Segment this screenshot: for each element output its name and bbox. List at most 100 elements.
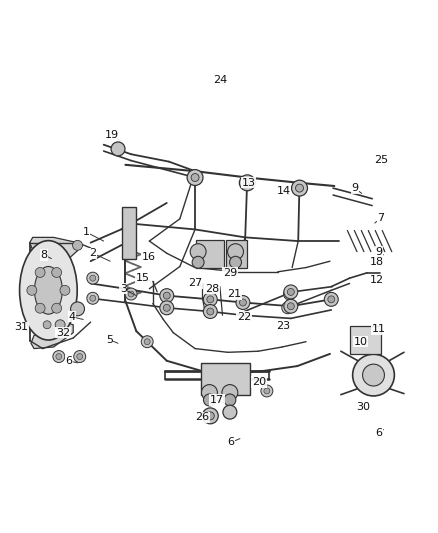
Circle shape [283, 288, 296, 300]
Text: 19: 19 [105, 130, 120, 141]
Circle shape [192, 256, 204, 268]
Text: 31: 31 [14, 322, 28, 333]
Circle shape [202, 408, 218, 424]
Circle shape [264, 388, 270, 394]
Circle shape [261, 385, 273, 397]
Circle shape [230, 256, 241, 268]
Text: 18: 18 [370, 257, 384, 267]
Bar [196, 240, 224, 268]
Text: 4: 4 [68, 312, 83, 322]
Circle shape [206, 412, 214, 420]
Bar [226, 240, 247, 268]
Text: 26: 26 [195, 413, 209, 423]
Circle shape [284, 299, 298, 313]
Ellipse shape [363, 364, 385, 386]
Circle shape [160, 301, 174, 315]
Circle shape [190, 244, 206, 260]
Circle shape [52, 268, 62, 277]
Circle shape [43, 321, 51, 329]
Circle shape [222, 385, 238, 400]
Circle shape [191, 174, 199, 182]
Circle shape [223, 405, 237, 419]
Circle shape [292, 180, 307, 196]
Circle shape [286, 291, 293, 297]
Circle shape [53, 351, 65, 362]
Circle shape [244, 179, 251, 187]
Text: 27: 27 [188, 278, 202, 288]
Text: 6: 6 [228, 438, 240, 447]
Bar [122, 207, 136, 259]
Circle shape [236, 296, 250, 310]
Text: 12: 12 [370, 274, 384, 285]
Text: 3: 3 [120, 284, 136, 296]
Polygon shape [30, 237, 78, 259]
Text: 28: 28 [205, 284, 220, 294]
Text: 24: 24 [213, 75, 227, 85]
Circle shape [35, 268, 45, 277]
Circle shape [77, 353, 83, 360]
Text: 25: 25 [374, 155, 388, 165]
Circle shape [74, 351, 86, 362]
Text: 11: 11 [372, 324, 386, 334]
Text: 30: 30 [357, 402, 371, 412]
Text: 1: 1 [83, 227, 104, 241]
Text: 6: 6 [65, 356, 78, 366]
Circle shape [187, 169, 203, 185]
Bar [201, 363, 251, 394]
Circle shape [125, 288, 137, 300]
Circle shape [207, 296, 214, 303]
Circle shape [204, 394, 215, 406]
Circle shape [141, 336, 153, 348]
Text: 2: 2 [89, 248, 110, 261]
Ellipse shape [20, 241, 77, 340]
Circle shape [228, 244, 244, 260]
Circle shape [55, 320, 65, 330]
Text: 21: 21 [227, 289, 242, 299]
Circle shape [282, 302, 294, 314]
Text: 9: 9 [376, 247, 384, 257]
Circle shape [87, 292, 99, 304]
Circle shape [52, 303, 62, 313]
Text: 13: 13 [242, 178, 256, 188]
Circle shape [328, 296, 335, 303]
Text: 20: 20 [252, 377, 266, 387]
Circle shape [56, 353, 62, 360]
Ellipse shape [353, 354, 394, 396]
Circle shape [203, 304, 217, 319]
Circle shape [163, 304, 170, 311]
Circle shape [73, 240, 82, 251]
Text: 17: 17 [210, 395, 224, 405]
Circle shape [90, 275, 96, 281]
Circle shape [71, 302, 85, 316]
Circle shape [144, 339, 150, 345]
Polygon shape [31, 322, 73, 349]
Ellipse shape [35, 266, 62, 314]
Text: 14: 14 [276, 187, 290, 196]
Circle shape [128, 291, 134, 297]
Text: 5: 5 [106, 335, 118, 345]
Bar [350, 326, 381, 354]
Circle shape [284, 285, 298, 299]
Circle shape [27, 285, 37, 295]
Circle shape [324, 293, 338, 306]
Text: 15: 15 [136, 273, 150, 283]
Circle shape [296, 184, 304, 192]
Circle shape [163, 292, 170, 299]
Circle shape [60, 285, 70, 295]
Circle shape [160, 289, 174, 303]
Text: 16: 16 [141, 252, 155, 262]
Circle shape [203, 293, 217, 306]
Text: 29: 29 [223, 268, 237, 278]
Circle shape [111, 142, 125, 156]
Text: 9: 9 [351, 183, 362, 193]
Text: 32: 32 [56, 328, 70, 338]
Circle shape [285, 305, 291, 311]
Circle shape [287, 288, 294, 295]
Circle shape [224, 394, 236, 406]
Text: 8: 8 [40, 250, 51, 260]
Circle shape [207, 308, 214, 315]
Circle shape [87, 272, 99, 284]
Circle shape [201, 385, 217, 400]
Circle shape [240, 299, 247, 306]
Text: 22: 22 [237, 312, 251, 322]
